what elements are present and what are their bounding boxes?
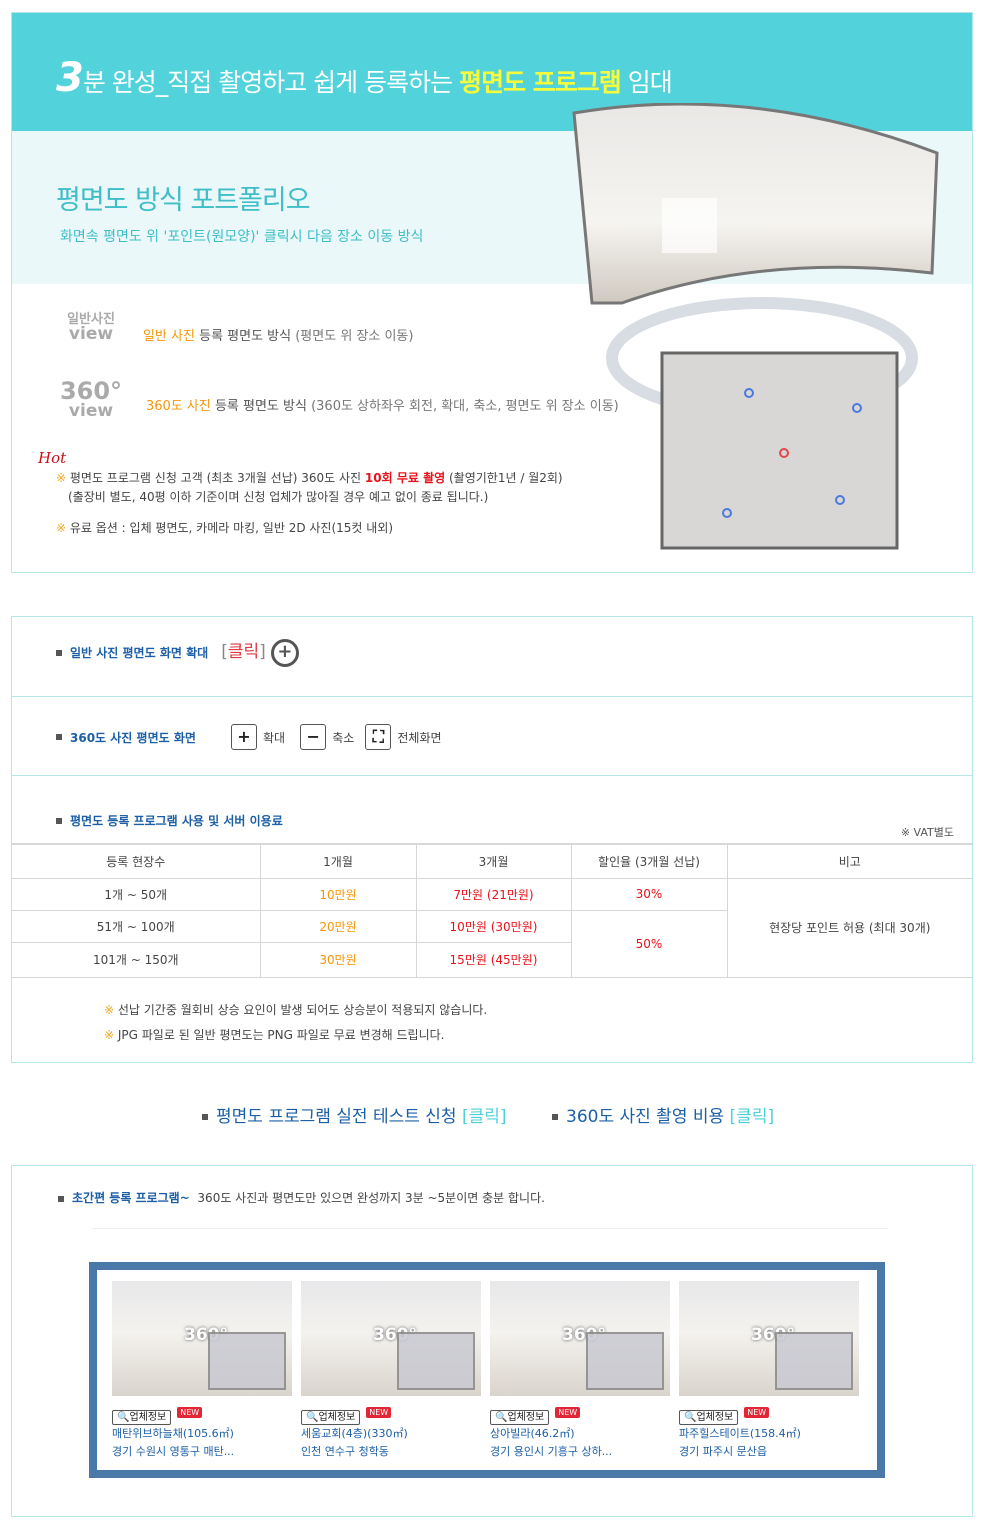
gallery-card[interactable]: 360° 🔍업체정보 NEW 파주힐스테이트(158.4㎡) 경기 파주시 문산읍 bbox=[679, 1281, 859, 1459]
gallery-card[interactable]: 360° 🔍업체정보 NEW 상아빌라(46.2㎡) 경기 용인시 기흥구 상하... bbox=[490, 1281, 670, 1459]
thumbnail[interactable]: 360° bbox=[112, 1281, 292, 1396]
gallery-card[interactable]: 360° 🔍업체정보 NEW 매탄위브하늘채(105.6㎡) 경기 수원시 영통구 매탄… bbox=[112, 1281, 292, 1459]
quick-program-panel: 초간편 등록 프로그램~ 360도 사진과 평면도만 있으면 완성까지 3분 ~… bbox=[11, 1165, 973, 1517]
thumbnail[interactable]: 360° bbox=[301, 1281, 481, 1396]
gallery-frame: 360° 🔍업체정보 NEW 매탄위브하늘채(105.6㎡) 경기 수원시 영통구 매탄… bbox=[89, 1262, 885, 1478]
new-badge: NEW bbox=[555, 1407, 581, 1418]
360-view-logo: 360° view bbox=[59, 377, 123, 421]
room-360-illustration bbox=[562, 102, 942, 563]
banner-title: 3분 완성_직접 촬영하고 쉽게 등록하는 평면도 프로그램 임대 bbox=[56, 55, 673, 101]
fullscreen-button[interactable]: ⛶ bbox=[365, 724, 392, 750]
hot-label: Hot bbox=[38, 449, 67, 467]
zoom-section: 일반 사진 평면도 화면 확대 [클릭] + bbox=[12, 617, 972, 697]
company-info-button[interactable]: 🔍업체정보 bbox=[301, 1410, 361, 1425]
view360-section: 360도 사진 평면도 화면 + 확대 − 축소 ⛶ 전체화면 bbox=[12, 697, 972, 776]
bullet-icon bbox=[56, 817, 62, 824]
method-360-photo: 360도 사진 등록 평면도 방식 (360도 상하좌우 회전, 확대, 축소,… bbox=[146, 399, 619, 414]
gallery-card[interactable]: 360° 🔍업체정보 NEW 세움교회(4층)(330㎡) 인천 연수구 청학동 bbox=[301, 1281, 481, 1459]
test-apply-link[interactable]: 평면도 프로그램 실전 테스트 신청 [클릭] bbox=[202, 1102, 507, 1127]
company-info-button[interactable]: 🔍업체정보 bbox=[490, 1410, 550, 1425]
zoom-section-label: 일반 사진 평면도 화면 확대 bbox=[70, 646, 209, 660]
viewer-and-pricing-panel: 일반 사진 평면도 화면 확대 [클릭] + 360도 사진 평면도 화면 + 확… bbox=[11, 616, 973, 1063]
pricing-footnote-2: ※ JPG 파일로 된 일반 평면도는 PNG 파일로 무료 변경해 드립니다. bbox=[104, 1028, 445, 1042]
method-normal-photo: 일반 사진 등록 평면도 방식 (평면도 위 장소 이동) bbox=[143, 329, 414, 344]
photo-cost-link[interactable]: 360도 사진 촬영 비용 [클릭] bbox=[552, 1102, 774, 1127]
free-shoot-note-detail: (출장비 별도, 40평 이하 기준이며 신청 업체가 많아질 경우 예고 없이… bbox=[68, 490, 489, 504]
magnifier-plus-icon[interactable]: + bbox=[270, 638, 299, 667]
table-row: 1개 ~ 50개 10만원 7만원 (21만원) 30% 현장당 포인트 허용 (최대 … bbox=[12, 877, 972, 978]
thumbnail[interactable]: 360° bbox=[679, 1281, 859, 1396]
zoom-in-button[interactable]: + bbox=[231, 724, 257, 750]
table-header: 등록 현장수 1개월 3개월 할인율 (3개월 선납) 비고 bbox=[12, 843, 972, 879]
normal-photo-view-logo: 일반사진 view bbox=[67, 312, 115, 344]
title-banner: 3분 완성_직접 촬영하고 쉽게 등록하는 평면도 프로그램 임대 bbox=[12, 13, 972, 131]
bullet-icon bbox=[56, 649, 62, 656]
table-row: 51개 ~ 100개 20만원 10만원 (30만원) 50% bbox=[12, 909, 972, 978]
vat-note: ※ VAT별도 bbox=[900, 826, 954, 839]
new-badge: NEW bbox=[744, 1407, 770, 1418]
portfolio-subheading: 화면속 평면도 위 '포인트(원모양)' 클릭시 다음 장소 이동 방식 bbox=[60, 229, 424, 245]
table-row: 101개 ~ 150개 30만원 15만원 (45만원) bbox=[12, 941, 972, 978]
zoom-out-button[interactable]: − bbox=[300, 724, 327, 750]
bullet-icon bbox=[56, 734, 62, 740]
company-info-button[interactable]: 🔍업체정보 bbox=[112, 1410, 172, 1425]
thumbnail[interactable]: 360° bbox=[490, 1281, 670, 1396]
new-badge: NEW bbox=[177, 1407, 203, 1418]
quick-program-text: 초간편 등록 프로그램~ 360도 사진과 평면도만 있으면 완성까지 3분 ~… bbox=[58, 1189, 545, 1206]
divider bbox=[92, 1228, 888, 1229]
company-info-button[interactable]: 🔍업체정보 bbox=[679, 1410, 739, 1425]
pricing-table: 등록 현장수 1개월 3개월 할인율 (3개월 선납) 비고 1개 ~ 50개 10만원 7… bbox=[12, 843, 972, 978]
click-zoom-link[interactable]: [클릭] bbox=[221, 642, 266, 662]
free-shoot-note: ※ 평면도 프로그램 신청 고객 (최초 3개월 선납) 360도 사진 10회… bbox=[56, 471, 563, 485]
new-badge: NEW bbox=[366, 1407, 392, 1418]
pricing-label: 평면도 등록 프로그램 사용 및 서버 이용료 bbox=[70, 814, 283, 828]
paid-option-note: ※ 유료 옵션 : 입체 평면도, 카메라 마킹, 일반 2D 사진(15컷 내… bbox=[56, 521, 394, 535]
intro-panel: 3분 완성_직접 촬영하고 쉽게 등록하는 평면도 프로그램 임대 평면도 방식… bbox=[11, 12, 973, 573]
pricing-footnote-1: ※ 선납 기간중 월회비 상승 요인이 발생 되어도 상승분이 적용되지 않습니… bbox=[104, 1003, 488, 1017]
portfolio-heading: 평면도 방식 포트폴리오 bbox=[56, 185, 311, 216]
view360-label: 360도 사진 평면도 화면 bbox=[70, 730, 196, 745]
